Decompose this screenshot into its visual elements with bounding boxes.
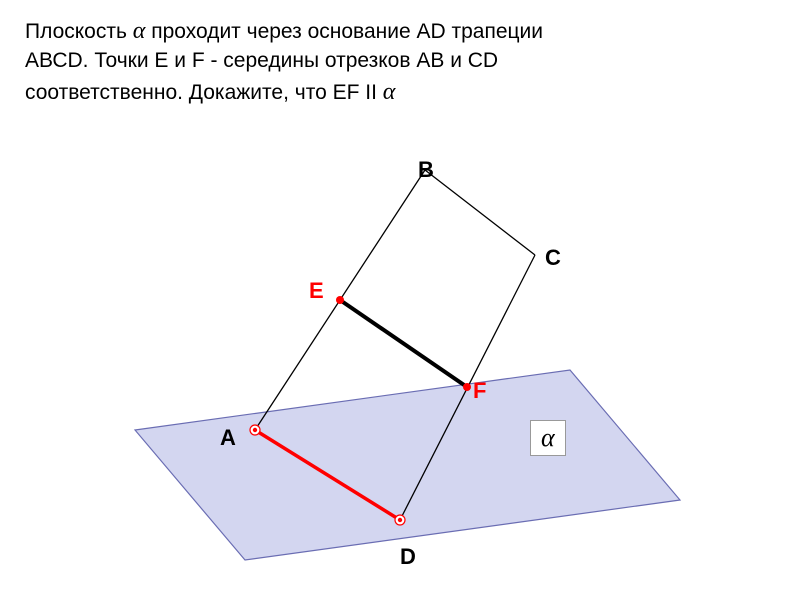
point-F	[463, 383, 471, 391]
label-E: E	[309, 278, 324, 304]
point-E	[336, 296, 344, 304]
diagram: А В С D E F α	[0, 0, 800, 600]
label-B: В	[418, 157, 434, 183]
label-C: С	[545, 245, 561, 271]
point-D	[395, 515, 405, 525]
label-D: D	[400, 544, 416, 570]
diagram-svg	[0, 0, 800, 600]
edge-BC	[425, 170, 535, 255]
alpha-plane-label: α	[530, 420, 566, 456]
label-A: А	[220, 425, 236, 451]
point-A	[250, 425, 260, 435]
plane-alpha	[135, 370, 680, 560]
midline-EF	[340, 300, 467, 387]
label-F: F	[473, 378, 486, 404]
